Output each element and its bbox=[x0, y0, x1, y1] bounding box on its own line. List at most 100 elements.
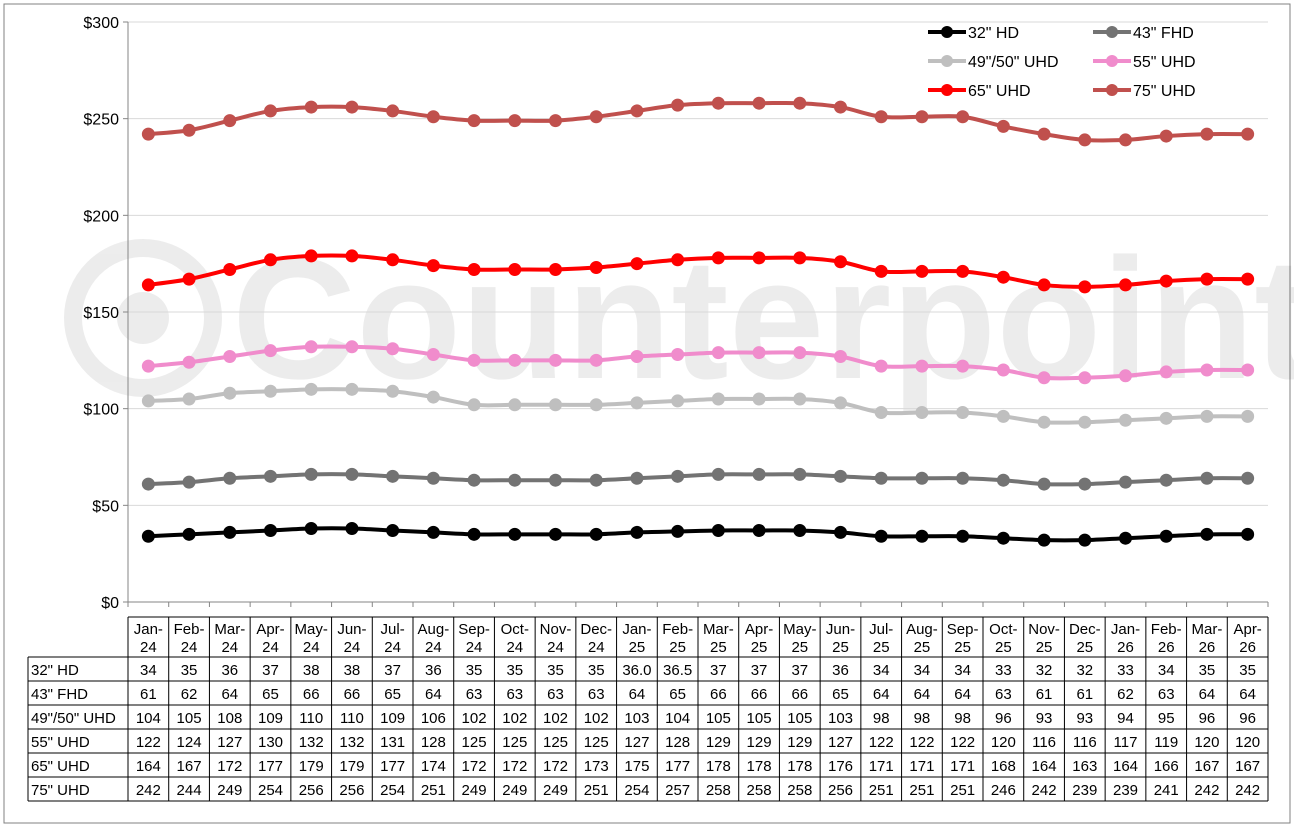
table-cell: 34 bbox=[873, 662, 890, 679]
table-cell: 34 bbox=[140, 662, 157, 679]
data-point bbox=[671, 98, 685, 112]
y-tick-label: $0 bbox=[101, 595, 119, 612]
data-point bbox=[874, 406, 888, 420]
data-point bbox=[549, 398, 562, 412]
data-point bbox=[915, 471, 929, 485]
data-point bbox=[711, 392, 725, 406]
category-label: 25 bbox=[791, 639, 808, 656]
table-cell: 36 bbox=[425, 662, 442, 679]
table-cell: 171 bbox=[909, 758, 934, 775]
data-point bbox=[1200, 272, 1214, 286]
y-tick-label: $250 bbox=[83, 112, 119, 129]
series-line bbox=[148, 526, 1248, 543]
table-cell: 66 bbox=[791, 686, 808, 703]
table-cell: 125 bbox=[584, 734, 609, 751]
data-point bbox=[426, 110, 440, 124]
data-point bbox=[1119, 278, 1132, 292]
data-point bbox=[1119, 413, 1132, 427]
table-cell: 129 bbox=[706, 734, 731, 751]
data-point bbox=[467, 353, 481, 367]
data-point bbox=[223, 471, 237, 485]
data-point bbox=[1241, 127, 1255, 141]
data-point bbox=[996, 119, 1010, 133]
table-cell: 37 bbox=[791, 662, 808, 679]
data-point bbox=[793, 96, 807, 110]
data-point bbox=[671, 253, 685, 267]
category-label: Mar- bbox=[703, 621, 734, 638]
table-cell: 37 bbox=[751, 662, 768, 679]
category-label: 24 bbox=[466, 639, 483, 656]
data-point bbox=[711, 523, 725, 537]
table-cell: 102 bbox=[462, 710, 487, 727]
table-cell: 258 bbox=[787, 782, 812, 799]
table-cell: 122 bbox=[909, 734, 934, 751]
table-cell: 130 bbox=[258, 734, 283, 751]
data-point bbox=[467, 398, 481, 412]
data-point bbox=[345, 249, 359, 263]
data-point bbox=[956, 406, 970, 420]
category-label: May- bbox=[295, 621, 328, 638]
table-cell: 38 bbox=[303, 662, 320, 679]
table-cell: 171 bbox=[950, 758, 975, 775]
table-cell: 64 bbox=[221, 686, 238, 703]
data-point bbox=[752, 251, 766, 265]
data-point bbox=[915, 110, 929, 124]
data-point bbox=[874, 110, 888, 124]
category-label: 24 bbox=[588, 639, 605, 656]
table-cell: 172 bbox=[543, 758, 568, 775]
data-point bbox=[426, 390, 440, 404]
data-point bbox=[711, 96, 725, 110]
table-cell: 117 bbox=[1114, 734, 1138, 751]
table-cell: 102 bbox=[502, 710, 527, 727]
category-label: 24 bbox=[221, 639, 238, 656]
data-point bbox=[345, 382, 359, 396]
table-cell: 106 bbox=[421, 710, 446, 727]
data-point bbox=[1037, 477, 1051, 491]
table-cell: 36 bbox=[221, 662, 238, 679]
table-cell: 254 bbox=[624, 782, 649, 799]
table-cell: 35 bbox=[181, 662, 198, 679]
category-label: 24 bbox=[506, 639, 523, 656]
data-point bbox=[1037, 278, 1051, 292]
table-cell: 65 bbox=[832, 686, 849, 703]
category-label: 24 bbox=[344, 639, 361, 656]
table-cell: 63 bbox=[506, 686, 523, 703]
table-cell: 178 bbox=[747, 758, 772, 775]
data-point bbox=[671, 394, 685, 408]
table-row-label: 43" FHD bbox=[31, 686, 88, 703]
data-point bbox=[630, 349, 644, 363]
data-point bbox=[874, 264, 888, 278]
table-cell: 66 bbox=[710, 686, 727, 703]
data-point bbox=[711, 346, 725, 360]
table-cell: 179 bbox=[339, 758, 364, 775]
data-point bbox=[956, 529, 970, 543]
category-label: 24 bbox=[384, 639, 401, 656]
table-cell: 35 bbox=[506, 662, 523, 679]
table-cell: 110 bbox=[340, 710, 364, 727]
data-point bbox=[426, 525, 440, 539]
data-point bbox=[264, 253, 277, 267]
table-cell: 122 bbox=[869, 734, 894, 751]
data-point bbox=[956, 359, 970, 373]
category-label: 25 bbox=[954, 639, 971, 656]
data-point bbox=[264, 384, 277, 398]
y-tick-label: $100 bbox=[83, 402, 119, 419]
category-label: 24 bbox=[140, 639, 157, 656]
y-tick-label: $50 bbox=[92, 498, 119, 515]
category-label: 25 bbox=[832, 639, 849, 656]
category-label: Mar- bbox=[214, 621, 245, 638]
table-cell: 251 bbox=[950, 782, 975, 799]
data-point bbox=[304, 382, 318, 396]
table-cell: 119 bbox=[1154, 734, 1178, 751]
data-point bbox=[1159, 274, 1173, 288]
table-cell: 116 bbox=[1032, 734, 1056, 751]
data-point bbox=[1159, 411, 1173, 425]
category-label: Aug- bbox=[418, 621, 450, 638]
table-cell: 65 bbox=[262, 686, 279, 703]
data-point bbox=[793, 467, 807, 481]
table-cell: 242 bbox=[1194, 782, 1219, 799]
series-line bbox=[148, 387, 1248, 425]
category-label: 24 bbox=[547, 639, 564, 656]
